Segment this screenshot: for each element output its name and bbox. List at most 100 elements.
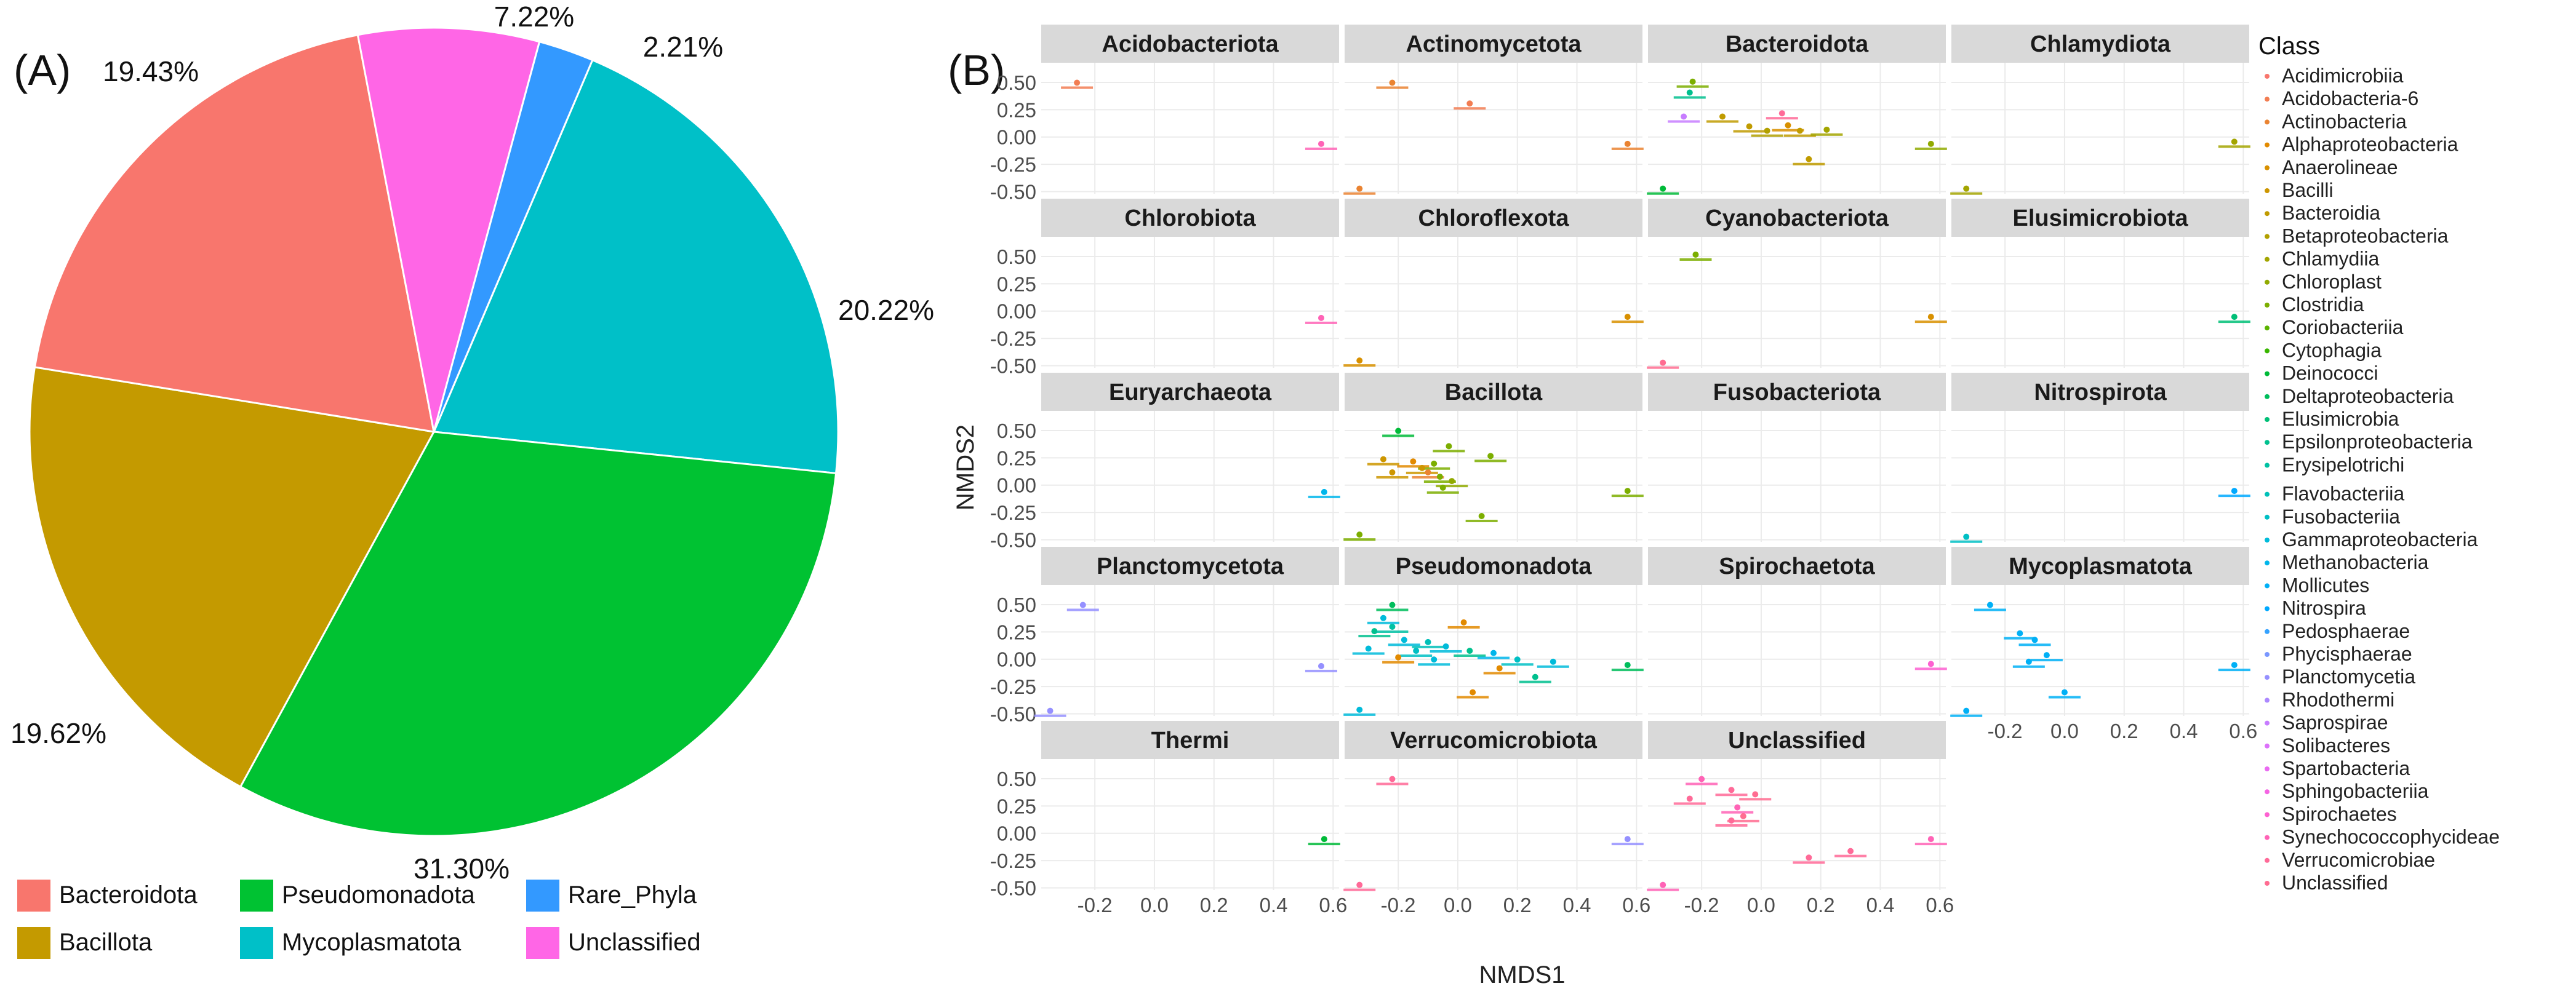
data-point <box>1806 156 1812 162</box>
x-tick-label: 0.4 <box>2170 720 2198 742</box>
facet-nitrospirota: Nitrospirota <box>1950 373 2250 543</box>
class-legend-key <box>2265 371 2270 376</box>
x-tick-label: 0.0 <box>1140 894 1169 916</box>
data-point-label <box>1721 811 1754 814</box>
data-point-label <box>1950 540 1983 543</box>
pie-legend-label: Rare_Phyla <box>568 881 697 909</box>
data-point-label <box>1412 475 1444 479</box>
data-point-label <box>1423 480 1456 483</box>
data-point-label <box>1454 654 1486 658</box>
data-point <box>1764 127 1770 134</box>
data-point-label <box>1793 861 1825 864</box>
data-point <box>1460 619 1467 626</box>
class-legend-item-chloroplast: Chloroplast <box>2265 271 2382 293</box>
facet-title: Spirochaetota <box>1719 554 1875 579</box>
class-legend-item-methanobacteria: Methanobacteria <box>2265 551 2429 573</box>
pie-label-bacteroidota: 19.43% <box>103 55 199 87</box>
y-tick-label: 0.25 <box>997 447 1036 469</box>
data-point <box>1321 488 1327 495</box>
data-point <box>1389 776 1396 782</box>
data-point-label <box>1715 824 1748 827</box>
data-point <box>2231 314 2238 320</box>
data-point <box>1389 469 1396 475</box>
facet-gridlines <box>1951 411 2249 542</box>
class-legend-item-bacteroidia: Bacteroidia <box>2265 202 2380 224</box>
y-tick-label: -0.50 <box>990 528 1036 551</box>
data-point-label <box>1382 661 1415 664</box>
class-legend-key <box>2265 698 2270 703</box>
panel-a-label: (A) <box>14 46 71 94</box>
y-tick-label: 0.25 <box>997 98 1036 121</box>
data-point <box>1389 624 1396 630</box>
data-point-label <box>1426 491 1459 494</box>
data-point <box>1740 813 1746 819</box>
data-point-label <box>1367 463 1399 466</box>
facet-title: Chlorobiota <box>1124 205 1256 231</box>
facet-plot-area <box>1648 411 1946 542</box>
data-point <box>1686 89 1693 96</box>
data-point <box>2043 652 2050 659</box>
data-point-label <box>1376 782 1409 785</box>
data-point <box>1395 654 1402 661</box>
class-legend-label: Elusimicrobia <box>2282 408 2399 430</box>
class-legend-label: Pedosphaerae <box>2282 620 2410 642</box>
facet-fusobacteriota: Fusobacteriota <box>1648 373 1946 542</box>
data-point-label <box>1465 519 1498 522</box>
class-legend-key <box>2265 514 2270 520</box>
data-point-label <box>1611 320 1644 324</box>
class-legend-item-actinobacteria: Actinobacteria <box>2265 110 2407 132</box>
data-point <box>1778 110 1785 117</box>
facet-title: Planctomycetota <box>1097 554 1284 579</box>
facet-euryarchaeota: Euryarchaeota 0.50 0.25 0.00 -0.25 -0.50 <box>990 373 1340 551</box>
data-point <box>1389 602 1396 608</box>
x-tick-label: 0.2 <box>1807 894 1835 916</box>
data-point <box>1514 656 1521 663</box>
data-point <box>1796 127 1803 134</box>
facet-bacillota: Bacillota <box>1343 373 1644 542</box>
data-point <box>1401 637 1407 643</box>
data-point-label <box>1706 120 1738 123</box>
class-legend-key <box>2265 881 2270 886</box>
pie-legend-item-mycoplasmatota: Mycoplasmatota <box>240 927 462 959</box>
y-tick-label: -0.25 <box>990 327 1036 350</box>
data-point-label <box>1430 650 1462 653</box>
data-point-label <box>2218 669 2250 672</box>
class-legend-item-nitrospira: Nitrospira <box>2265 597 2366 619</box>
facet-chlamydiota: Chlamydiota <box>1950 25 2250 195</box>
class-legend-item-mollicutes: Mollicutes <box>2265 574 2369 596</box>
y-tick-label: 0.25 <box>997 272 1036 295</box>
class-legend-label: Saprospirae <box>2282 712 2388 734</box>
data-point-label <box>1308 495 1340 498</box>
y-tick-label: 0.00 <box>997 300 1036 323</box>
facet-gridlines <box>1345 759 1642 890</box>
x-tick-label: 0.2 <box>1503 894 1532 916</box>
facet-title: Chlamydiota <box>2030 31 2171 57</box>
data-point-label <box>1376 86 1409 89</box>
facet-strip <box>1041 547 1339 585</box>
facet-strip <box>1648 721 1946 759</box>
data-point <box>1927 836 1934 843</box>
data-point-label <box>1914 320 1947 324</box>
pie-slice-bacteroidota <box>33 33 435 433</box>
facet-strip <box>1041 721 1339 759</box>
x-tick-label: 0.6 <box>2229 720 2257 742</box>
class-legend-key <box>2265 440 2270 445</box>
data-point <box>1079 602 1086 608</box>
data-point-label <box>1686 782 1718 785</box>
data-point <box>1847 848 1854 854</box>
data-point <box>1698 776 1705 782</box>
data-point <box>1446 443 1452 450</box>
data-point-label <box>1376 608 1409 611</box>
data-point <box>1963 533 1970 540</box>
data-point <box>1785 122 1791 129</box>
class-legend-key <box>2265 606 2270 611</box>
facet-gridlines <box>1648 63 1946 194</box>
data-point-label <box>1647 192 1679 195</box>
class-legend-label: Unclassified <box>2282 872 2388 894</box>
facet-plot-area <box>1648 759 1946 890</box>
y-tick-label: 0.00 <box>997 822 1036 845</box>
data-point-label <box>2018 643 2051 646</box>
class-legend-key <box>2265 629 2270 634</box>
facet-title: Thermi <box>1151 728 1230 753</box>
facet-strip <box>1951 25 2249 63</box>
